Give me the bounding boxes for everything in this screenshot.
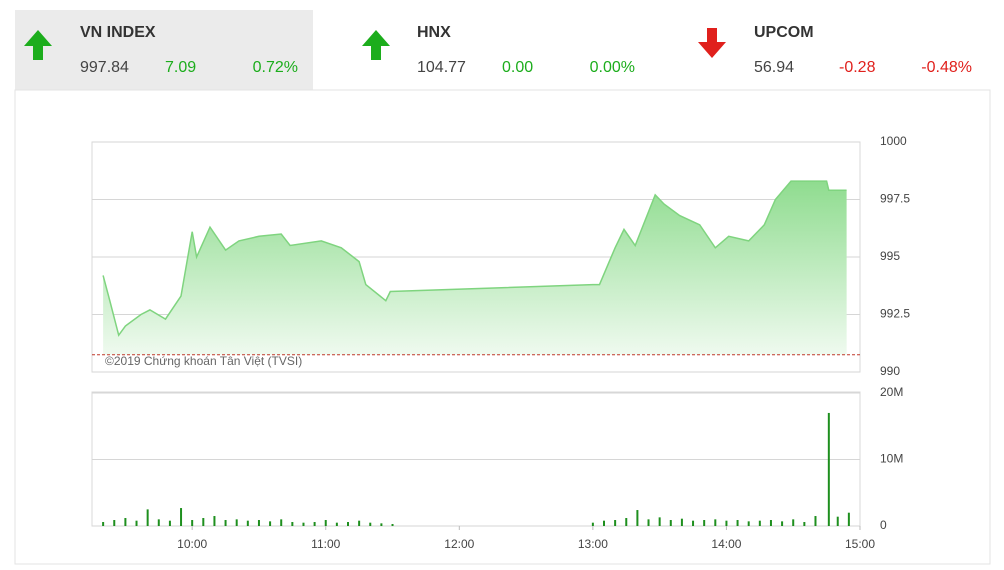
volume-bar: [814, 516, 817, 526]
volume-bar: [302, 522, 305, 526]
volume-bar: [603, 520, 605, 526]
volume-bar: [827, 412, 830, 526]
volume-bar: [224, 520, 227, 526]
index-name: HNX: [417, 24, 451, 41]
volume-bar: [280, 519, 283, 526]
volume-bar: [703, 520, 706, 526]
chart-panel: [14, 89, 991, 565]
volume-bar: [769, 520, 772, 526]
volume-bar: [625, 518, 628, 526]
x-tick-label: 10:00: [177, 537, 207, 551]
index-value: 56.94: [754, 59, 794, 76]
index-change: 0.00: [502, 59, 533, 76]
volume-bar: [347, 522, 349, 526]
watermark: ©2019 Chứng khoán Tân Việt (TVSI): [105, 354, 302, 368]
index-change: 7.09: [165, 59, 196, 76]
y-tick-label: 10M: [880, 452, 903, 466]
x-tick-label: 11:00: [311, 537, 340, 551]
volume-bar: [692, 520, 695, 526]
arrow-down: [698, 28, 726, 58]
index-name: VN INDEX: [80, 24, 156, 41]
index-pct: 0.00%: [590, 59, 635, 76]
volume-bar: [324, 520, 327, 526]
volume-bar: [747, 521, 750, 526]
x-tick-label: 14:00: [711, 537, 741, 551]
volume-bar: [369, 522, 372, 526]
volume-bar: [658, 517, 661, 526]
volume-bar: [146, 509, 149, 526]
volume-bar: [714, 519, 717, 526]
volume-bar: [269, 521, 272, 526]
y-tick-label: 990: [880, 364, 900, 378]
volume-bar: [291, 522, 294, 526]
y-tick-label: 20M: [880, 385, 903, 399]
volume-bar: [647, 519, 650, 526]
volume-bar: [202, 518, 205, 526]
volume-bar: [636, 510, 639, 526]
volume-bar: [669, 520, 672, 526]
volume-bar: [758, 520, 761, 526]
arrow-up: [362, 30, 390, 60]
y-tick-label: 0: [880, 518, 887, 532]
volume-bar: [102, 522, 105, 526]
volume-bar: [157, 519, 160, 526]
x-tick-label: 12:00: [444, 537, 474, 551]
volume-bar: [235, 519, 238, 526]
price-line: [102, 180, 847, 337]
volume-bar: [836, 516, 839, 526]
index-value: 997.84: [80, 59, 129, 76]
index-pct: 0.72%: [253, 59, 298, 76]
volume-bar: [803, 522, 806, 526]
volume-bar: [614, 520, 617, 526]
volume-bar: [725, 520, 728, 526]
index-value: 104.77: [417, 59, 466, 76]
index-pct: -0.48%: [921, 59, 972, 76]
x-tick-label: 15:00: [845, 537, 875, 551]
volume-bar: [380, 523, 383, 526]
index-name: UPCOM: [754, 24, 814, 41]
volume-bar: [191, 520, 194, 526]
volume-bar: [135, 520, 138, 526]
price-area: [103, 181, 847, 355]
volume-bar: [792, 519, 795, 526]
y-tick-label: 992.5: [880, 307, 910, 321]
volume-bar: [246, 520, 249, 526]
volume-bar: [180, 508, 183, 526]
y-tick-label: 1000: [880, 134, 907, 148]
x-tick-label: 13:00: [578, 537, 608, 551]
volume-bar: [680, 518, 683, 526]
volume-bar: [113, 520, 116, 526]
volume-bar: [391, 524, 394, 526]
volume-bar: [257, 520, 260, 526]
volume-bar: [124, 518, 127, 526]
y-tick-label: 997.5: [880, 192, 910, 206]
volume-bar: [213, 516, 216, 526]
active-index-bg: [15, 10, 313, 90]
arrow-up: [24, 30, 52, 60]
volume-bar: [335, 522, 338, 526]
volume-bar: [781, 521, 784, 526]
volume-bar: [358, 520, 361, 526]
volume-bar: [847, 512, 850, 526]
volume-bar: [313, 522, 316, 526]
index-change: -0.28: [839, 59, 876, 76]
volume-bar: [736, 520, 739, 526]
y-tick-label: 995: [880, 249, 900, 263]
volume-bar: [168, 520, 171, 526]
volume-bar: [591, 522, 594, 526]
